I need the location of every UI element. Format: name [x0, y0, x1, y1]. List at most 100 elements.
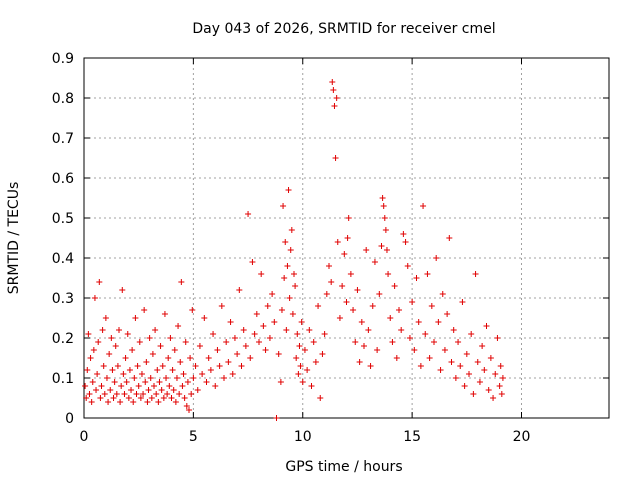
data-point: [312, 359, 319, 365]
data-point: [135, 383, 142, 389]
data-point: [140, 391, 147, 397]
data-point: [492, 371, 499, 377]
chart-title: Day 043 of 2026, SRMTID for receiver cme…: [192, 21, 495, 37]
data-point: [291, 271, 297, 277]
data-point: [417, 363, 424, 369]
data-point: [264, 303, 271, 309]
data-point: [160, 395, 167, 401]
data-point: [339, 283, 346, 289]
data-point: [90, 347, 97, 353]
data-point: [463, 351, 470, 357]
data-point: [125, 395, 132, 401]
data-point: [393, 355, 400, 361]
data-point: [196, 343, 203, 349]
data-point: [280, 203, 287, 209]
y-tick-label: 0.1: [52, 371, 74, 387]
data-point: [479, 343, 486, 349]
data-point: [435, 319, 442, 325]
data-point: [169, 367, 176, 373]
data-point: [210, 331, 217, 337]
data-point: [293, 355, 300, 361]
data-point: [428, 303, 435, 309]
data-point: [97, 395, 104, 401]
data-point: [107, 387, 114, 393]
data-point: [245, 211, 252, 217]
data-point: [350, 307, 357, 313]
data-point: [117, 399, 124, 405]
data-point: [379, 195, 386, 201]
data-point: [143, 359, 150, 365]
data-point: [82, 383, 89, 389]
data-point: [229, 371, 236, 377]
data-point: [426, 355, 433, 361]
y-tick-label: 0.8: [52, 91, 74, 107]
data-point: [164, 391, 171, 397]
data-point: [273, 415, 280, 421]
y-tick-label: 0.2: [52, 331, 74, 347]
y-tick-label: 0.5: [52, 211, 74, 227]
data-point: [371, 259, 378, 265]
data-point: [253, 311, 260, 317]
data-point: [86, 391, 93, 397]
data-point: [476, 379, 483, 385]
data-point: [352, 339, 359, 345]
data-point: [88, 399, 95, 405]
data-point: [387, 315, 394, 321]
data-point: [499, 375, 506, 381]
data-point: [218, 303, 225, 309]
data-point: [155, 399, 162, 405]
data-point: [415, 319, 422, 325]
data-point: [242, 343, 249, 349]
data-point: [132, 315, 139, 321]
data-point: [134, 363, 141, 369]
data-point: [485, 387, 492, 393]
y-tick-label: 0.4: [52, 251, 74, 267]
data-point: [170, 387, 177, 393]
data-point: [383, 247, 390, 253]
data-point: [256, 339, 262, 345]
data-point: [402, 239, 409, 245]
data-point: [385, 271, 392, 277]
data-point: [341, 251, 348, 257]
data-point: [296, 343, 303, 349]
data-point: [472, 271, 479, 277]
data-point: [336, 315, 343, 321]
data-point: [167, 335, 174, 341]
data-point: [249, 259, 256, 265]
data-point: [446, 235, 453, 241]
data-point: [358, 319, 365, 325]
x-tick-label: 15: [403, 429, 421, 445]
data-point: [308, 383, 315, 389]
data-point: [285, 187, 292, 193]
data-point: [123, 379, 130, 385]
y-tick-label: 0.9: [52, 51, 74, 67]
data-point: [301, 347, 308, 353]
data-point: [103, 375, 110, 381]
data-point: [347, 271, 354, 277]
data-point: [329, 79, 336, 85]
data-point: [133, 391, 140, 397]
data-point: [260, 323, 267, 329]
data-point: [109, 367, 116, 373]
data-point: [404, 263, 411, 269]
data-point: [391, 283, 398, 289]
data-point: [221, 375, 227, 381]
data-point: [83, 395, 90, 401]
data-point: [459, 299, 466, 305]
data-point: [378, 243, 385, 249]
data-point: [116, 327, 122, 333]
data-point: [189, 307, 196, 313]
data-point: [332, 155, 339, 161]
data-point: [422, 331, 429, 337]
axis-ticks: [83, 57, 609, 419]
data-point: [292, 283, 299, 289]
x-tick-label: 20: [513, 429, 531, 445]
data-point: [175, 323, 182, 329]
data-point: [126, 367, 133, 373]
data-point: [101, 391, 108, 397]
data-point: [431, 339, 437, 345]
data-point: [225, 359, 232, 365]
data-point: [99, 327, 106, 333]
y-axis-label: SRMTID / TECUs: [6, 182, 22, 295]
